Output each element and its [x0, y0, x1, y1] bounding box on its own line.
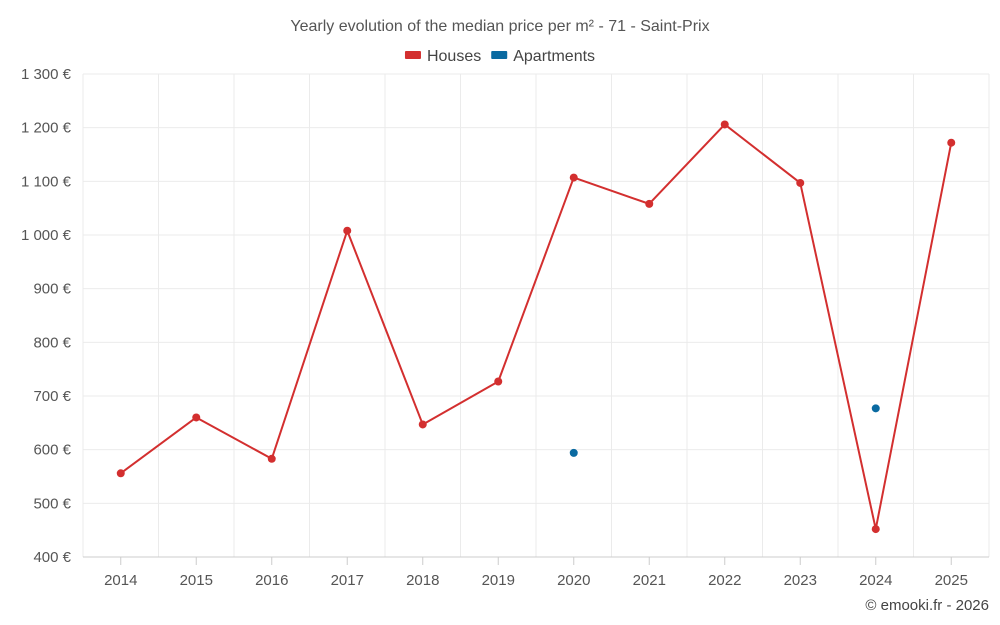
x-axis: 2014 2015 2016 2017 2018 2019 2020 2021 2022 2023… — [83, 556, 989, 589]
x-tick-label: 2015 — [180, 572, 213, 589]
y-tick-label: 1 200 € — [21, 120, 72, 137]
x-tick-label: 2020 — [557, 572, 590, 589]
apartments-point[interactable] — [871, 404, 880, 413]
houses-series-line — [120, 123, 953, 531]
x-tick-label: 2017 — [331, 572, 364, 589]
y-tick-label: 1 300 € — [21, 66, 72, 83]
y-tick-label: 1 100 € — [21, 173, 72, 190]
houses-point[interactable] — [720, 120, 729, 129]
houses-legend-label[interactable]: Houses — [427, 48, 481, 65]
houses-point[interactable] — [645, 199, 654, 208]
x-tick-label: 2022 — [708, 572, 741, 589]
x-tick-label: 2016 — [255, 572, 288, 589]
houses-point[interactable] — [494, 377, 503, 386]
apartments-legend-label[interactable]: Apartments — [513, 48, 595, 65]
chart-legend: Houses Apartments — [404, 48, 595, 65]
y-tick-label: 700 € — [33, 388, 71, 405]
chart-title: Yearly evolution of the median price per… — [290, 18, 709, 35]
y-tick-label: 1 000 € — [21, 227, 72, 244]
houses-point[interactable] — [267, 454, 276, 463]
x-tick-label: 2019 — [482, 572, 515, 589]
houses-point[interactable] — [947, 138, 956, 147]
houses-point[interactable] — [871, 525, 880, 534]
x-tick-label: 2018 — [406, 572, 439, 589]
x-tick-label: 2023 — [784, 572, 817, 589]
x-tick-label: 2014 — [104, 572, 137, 589]
grid-lines — [82, 73, 990, 557]
houses-point[interactable] — [796, 178, 805, 187]
x-tick-label: 2025 — [935, 572, 968, 589]
data-series — [116, 120, 956, 534]
houses-point[interactable] — [192, 413, 201, 422]
houses-point[interactable] — [343, 226, 352, 235]
y-tick-label: 400 € — [33, 549, 71, 566]
apartments-point[interactable] — [569, 448, 578, 457]
houses-legend-swatch[interactable] — [404, 51, 421, 59]
y-tick-label: 900 € — [33, 281, 71, 298]
y-tick-label: 800 € — [33, 334, 71, 351]
houses-point[interactable] — [569, 173, 578, 182]
credit-text: © emooki.fr - 2026 — [865, 597, 989, 614]
y-axis: 400 € 500 € 600 € 700 € 800 € 900 € 1 000 € 1 1… — [21, 66, 72, 566]
x-tick-label: 2024 — [859, 572, 892, 589]
apartments-legend-swatch[interactable] — [491, 51, 508, 59]
y-tick-label: 500 € — [33, 495, 71, 512]
y-tick-label: 600 € — [33, 442, 71, 459]
x-tick-label: 2021 — [633, 572, 666, 589]
houses-point[interactable] — [418, 420, 427, 429]
houses-point[interactable] — [116, 469, 125, 478]
